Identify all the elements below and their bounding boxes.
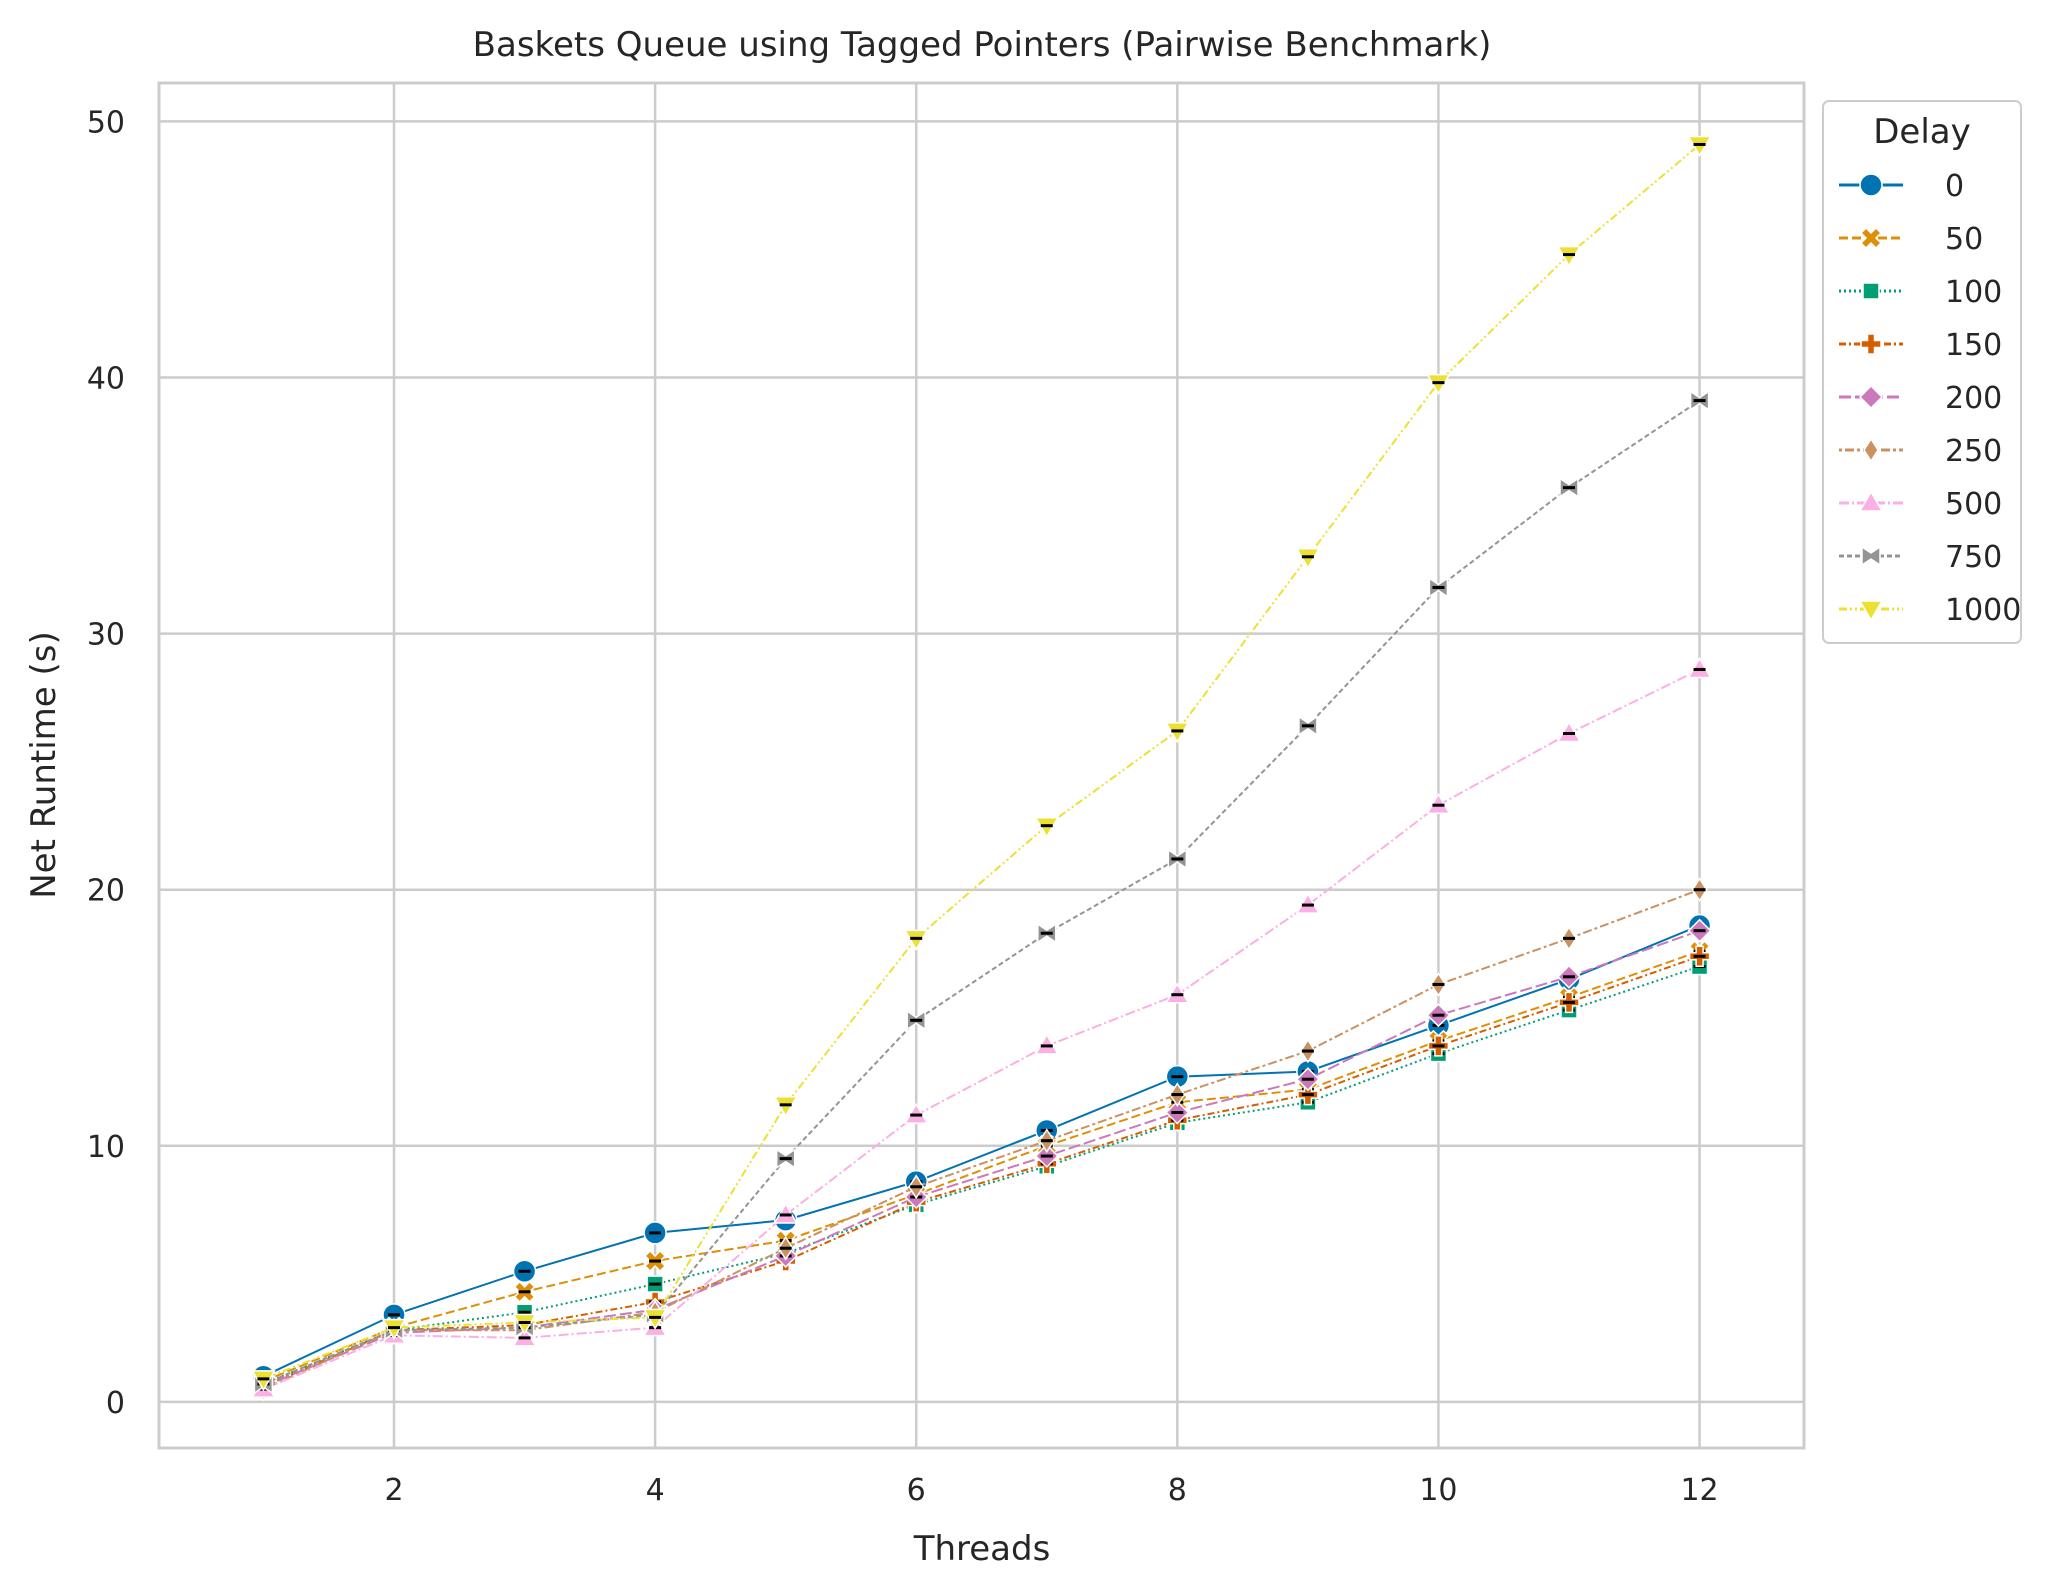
legend-marker	[1861, 545, 1881, 567]
series-line-250	[262, 888, 1700, 1391]
series-line-0	[262, 924, 1700, 1378]
x-tick-label: 10	[1419, 1473, 1457, 1508]
legend-item: 500	[1839, 487, 2002, 522]
data-point	[1034, 816, 1060, 839]
legend-label: 200	[1945, 381, 2002, 416]
legend-item: 1000	[1839, 593, 2021, 628]
data-point	[1034, 1033, 1060, 1055]
series-line-1000	[263, 143, 1701, 1380]
legend: Delay 0 50 100 150 200 250 500 750 1000	[1822, 100, 2022, 644]
series-line-750	[263, 399, 1701, 1385]
x-tick-label: 6	[907, 1473, 926, 1508]
legend-label: 250	[1945, 434, 2002, 469]
data-point	[251, 1370, 276, 1392]
legend-marker	[1858, 600, 1884, 622]
legend-marker	[1862, 282, 1880, 300]
y-axis-label: Net Runtime (s)	[24, 631, 64, 899]
legend-label: 500	[1945, 487, 2002, 522]
x-tick-label: 8	[1168, 1473, 1187, 1508]
y-tick-label: 20	[87, 874, 125, 909]
legend-item: 0	[1839, 169, 1964, 204]
legend-title: Delay	[1873, 112, 1971, 152]
data-point	[1687, 135, 1712, 157]
legend-label: 50	[1945, 222, 1983, 257]
legend-item: 100	[1839, 275, 2002, 310]
x-axis-label: Threads	[913, 1529, 1051, 1569]
x-tick-label: 4	[646, 1473, 665, 1508]
series-line-100	[263, 965, 1700, 1385]
y-tick-label: 0	[106, 1386, 125, 1421]
data-point	[642, 1308, 668, 1330]
legend-item: 200	[1839, 381, 2002, 416]
series-1000	[251, 135, 1712, 1392]
legend-label: 100	[1945, 275, 2002, 310]
legend-label: 0	[1945, 169, 1964, 204]
plot-frame	[157, 81, 1806, 1450]
data-point	[1295, 548, 1321, 570]
legend-marker	[1858, 384, 1884, 410]
y-tick-label: 50	[87, 105, 125, 140]
legend-marker	[1859, 226, 1883, 250]
x-tick-label: 12	[1680, 1473, 1718, 1508]
legend-label: 150	[1945, 328, 2002, 363]
legend-label: 1000	[1945, 593, 2021, 628]
legend-item: 50	[1839, 222, 1983, 257]
legend-items: 0 50 100 150 200 250 500 750 1000	[1839, 169, 2021, 628]
legend-label: 750	[1945, 540, 2002, 575]
grid	[159, 83, 1804, 1448]
legend-item: 150	[1839, 328, 2002, 363]
legend-item: 250	[1839, 434, 2002, 469]
y-tick-label: 40	[87, 362, 125, 397]
y-tick-label: 10	[87, 1130, 125, 1165]
data-point	[903, 929, 929, 951]
legend-item: 750	[1839, 540, 2002, 575]
legend-marker	[1860, 333, 1882, 355]
series-lines	[251, 135, 1712, 1402]
data-point	[1556, 245, 1582, 268]
chart-title: Baskets Queue using Tagged Pointers (Pai…	[473, 25, 1492, 65]
series-line-150	[263, 955, 1700, 1388]
legend-marker	[1858, 490, 1884, 512]
data-point	[1164, 982, 1190, 1004]
legend-marker	[1859, 173, 1883, 197]
series-line-50	[263, 950, 1700, 1383]
y-tick-label: 30	[87, 618, 125, 653]
x-tick-label: 2	[384, 1473, 403, 1508]
legend-marker	[1863, 437, 1879, 463]
tick-labels: 2 4 6 8 10 12 0 10 20 30 40 50	[87, 105, 1719, 1508]
series-line-500	[263, 668, 1701, 1391]
